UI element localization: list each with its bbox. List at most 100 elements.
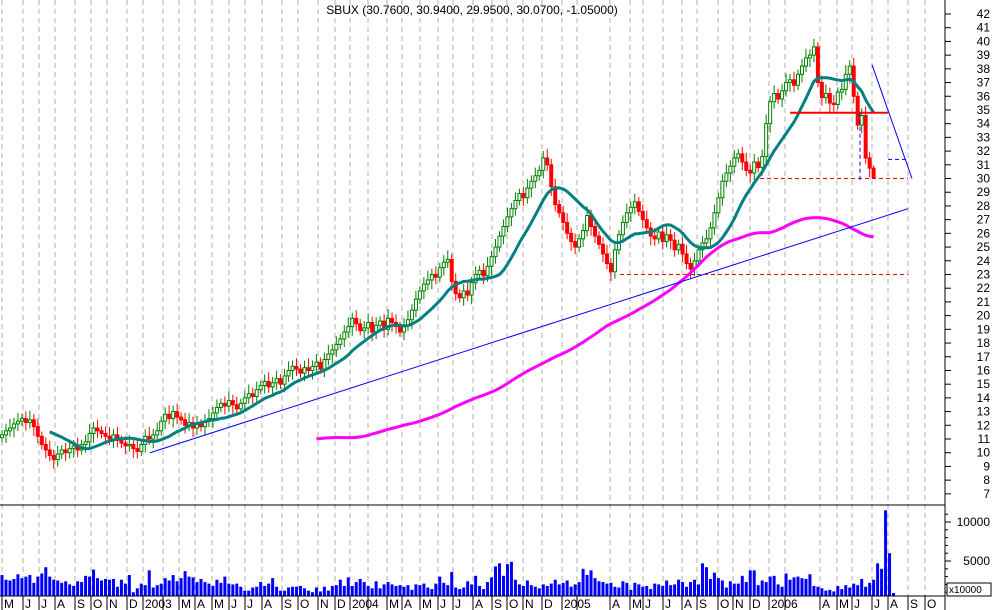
volume-bar — [183, 571, 187, 596]
volume-bar — [410, 589, 414, 596]
x-tick-label: 2005 — [564, 597, 591, 610]
volume-bar — [235, 583, 239, 596]
candle-body — [632, 201, 637, 208]
candle-body — [358, 323, 363, 332]
volume-bar — [64, 581, 68, 596]
volume-bar — [195, 582, 199, 596]
volume-bar — [24, 576, 28, 596]
volume-bar — [362, 582, 366, 596]
candle-body — [644, 219, 649, 229]
volume-bar — [784, 573, 788, 596]
volume-bar — [490, 577, 494, 596]
volume-bar — [143, 585, 147, 596]
candle-body — [306, 367, 311, 371]
uptrend-line — [149, 208, 909, 454]
candle-body — [831, 102, 836, 105]
volume-bar — [820, 588, 824, 596]
volume-bar — [569, 586, 573, 596]
volume-bar — [637, 584, 641, 596]
candle-body — [354, 317, 359, 325]
candle-body — [680, 243, 685, 255]
candle-body — [549, 164, 554, 188]
volume-bar — [16, 574, 20, 596]
candle-body — [298, 368, 303, 374]
volume-bar — [414, 584, 418, 596]
candle-body — [59, 449, 64, 455]
x-tick-label: J — [874, 597, 880, 610]
volume-bar — [179, 578, 183, 596]
volume-bar — [322, 586, 326, 596]
candle-body — [509, 208, 514, 218]
volume-bar — [338, 579, 342, 596]
candle-body — [183, 419, 188, 426]
x-tick-label: M — [4, 597, 14, 610]
volume-bar — [704, 567, 708, 596]
volume-bar — [267, 583, 271, 596]
volume-bar — [844, 585, 848, 596]
volume-bar — [800, 578, 804, 596]
volume-bar — [291, 586, 295, 596]
volume-bar — [135, 588, 139, 596]
x-tick-label: A — [404, 597, 412, 610]
volume-bar — [12, 578, 16, 596]
volume-bar — [223, 576, 227, 596]
x-tick-label: J — [440, 597, 446, 610]
volume-bar — [107, 579, 111, 596]
candle-body — [409, 309, 414, 321]
volume-bar — [350, 585, 354, 596]
volume-bar — [310, 592, 314, 596]
volume-bar — [346, 577, 350, 596]
candle-body — [569, 232, 574, 243]
volume-bar — [824, 590, 828, 596]
candle-body — [310, 365, 315, 371]
volume-bar — [641, 586, 645, 596]
y-tick-label: 13 — [977, 405, 991, 419]
candle-body — [660, 231, 665, 243]
volume-bar — [438, 576, 442, 596]
volume-bar — [685, 586, 689, 596]
x-tick-label: O — [720, 597, 729, 610]
x-tick-label: J — [645, 597, 651, 610]
volume-bar — [808, 574, 812, 596]
candle-body — [167, 413, 172, 419]
candle-body — [752, 161, 757, 174]
candle-body — [728, 165, 733, 174]
x-tick-label: D — [129, 597, 138, 610]
candle-body — [67, 448, 72, 454]
volume-bar — [677, 579, 681, 596]
candle-body — [780, 90, 785, 100]
candle-body — [51, 454, 56, 461]
volume-bar — [418, 585, 422, 596]
x-tick-label: J — [665, 597, 671, 610]
volume-bar — [509, 561, 513, 596]
candle-body — [282, 375, 287, 385]
candle-body — [712, 212, 717, 229]
x-tick-label: O — [300, 597, 309, 610]
y-tick-label: 30 — [977, 172, 991, 186]
volume-bar — [505, 564, 509, 596]
volume-bar — [697, 584, 700, 596]
candle-body — [449, 258, 454, 282]
candle-body — [867, 157, 872, 169]
volume-bar — [76, 581, 80, 596]
volume-bar — [752, 570, 756, 596]
candle-body — [370, 321, 375, 333]
y-tick-label: 12 — [977, 418, 991, 432]
volume-bar — [398, 585, 402, 596]
candle-body — [290, 365, 295, 371]
candle-body — [489, 256, 494, 267]
candle-body — [123, 442, 128, 447]
volume-bar — [470, 584, 474, 596]
volume-bar — [56, 580, 60, 596]
volume-bar — [661, 585, 665, 596]
volume-bar — [541, 584, 545, 596]
candle-body — [811, 46, 816, 56]
volume-bar — [163, 578, 167, 596]
candle-body — [696, 249, 701, 262]
candle-body — [27, 419, 32, 424]
volume-bar — [306, 590, 310, 596]
candle-body — [839, 88, 844, 93]
x-tick-label: O — [927, 597, 936, 610]
volume-bar — [231, 584, 235, 596]
candle-body — [31, 419, 36, 428]
